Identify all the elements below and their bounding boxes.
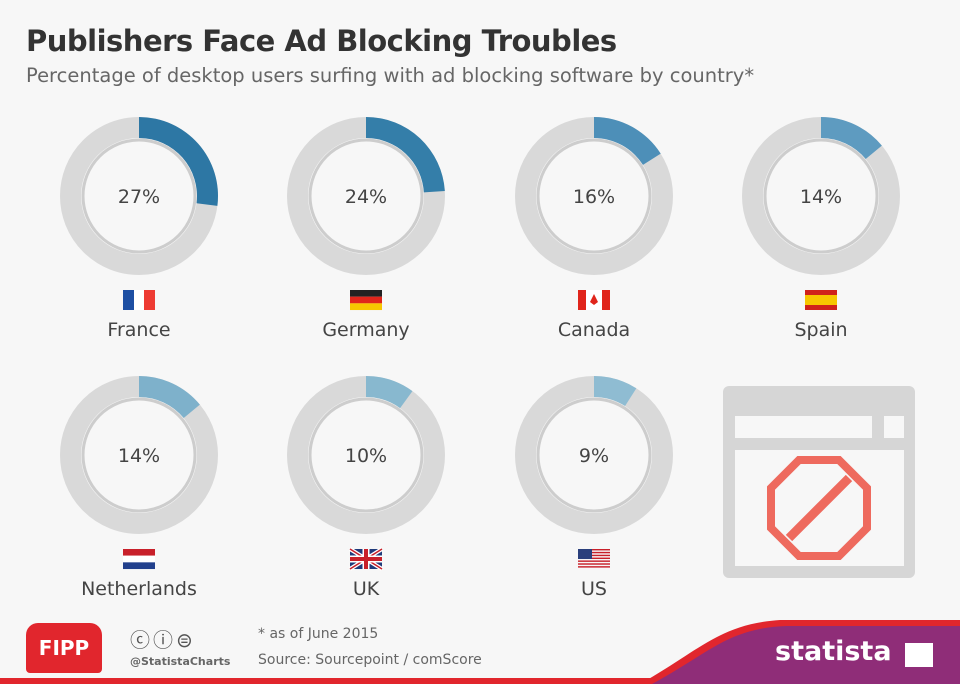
donut-inner-shadow [81,138,197,254]
donut-segment [139,117,218,206]
country-label: Germany [322,319,409,341]
donut-inner-shadow [308,397,424,513]
donut-segment [366,117,445,193]
country-label: Canada [558,319,630,341]
country-label: Netherlands [81,578,197,600]
flag-spain-icon [805,290,837,310]
donut-segment [594,117,661,165]
chart-subtitle: Percentage of desktop users surfing with… [26,64,755,87]
ad-block-illustration [723,386,915,578]
value-label: 14% [800,186,842,208]
statista-logo[interactable]: statista [775,636,892,667]
flag-us-icon [578,549,610,568]
value-label: 27% [118,186,160,208]
value-label: 9% [579,445,609,467]
donut-inner-shadow [763,138,879,254]
footnote: * as of June 2015 [258,626,379,642]
flag-canada-icon [578,290,610,310]
donut-canada: 16% Canada [515,117,673,341]
stop-icon [767,456,871,560]
donut-inner-shadow [536,138,652,254]
donut-segment [366,376,413,409]
donut-inner-shadow [81,397,197,513]
statista-handle[interactable]: @StatistaCharts [130,655,231,668]
donut-france: 27% France [60,117,218,341]
country-label: US [581,578,607,600]
source: Source: Sourcepoint / comScore [258,652,482,668]
value-label: 10% [345,445,387,467]
country-label: UK [353,578,380,600]
donut-germany: 24% Germany [287,117,445,341]
country-label: Spain [794,319,847,341]
flag-germany-icon [350,290,382,311]
fipp-logo: FIPP [26,623,102,673]
value-label: 24% [345,186,387,208]
donut-netherlands: 14% Netherlands [60,375,218,600]
donut-segment [821,117,882,160]
donut-uk: 10% UK [287,376,445,600]
donut-spain: 14% Spain [742,117,900,341]
donut-us: 9% US [515,376,673,600]
donut-inner-shadow [308,138,424,254]
flag-netherlands-icon [123,549,155,570]
cc-license-icons: ⓒⓘ⊜ [130,628,196,652]
flag-france-icon [123,290,155,310]
flag-uk-icon [348,547,384,571]
country-label: France [107,319,170,341]
statista-logo-icon [905,643,933,667]
value-label: 16% [573,186,615,208]
value-label: 14% [118,445,160,467]
donut-segment [139,375,200,419]
donut-segment [594,376,637,407]
chart-title: Publishers Face Ad Blocking Troubles [26,24,617,58]
donut-inner-shadow [536,397,652,513]
